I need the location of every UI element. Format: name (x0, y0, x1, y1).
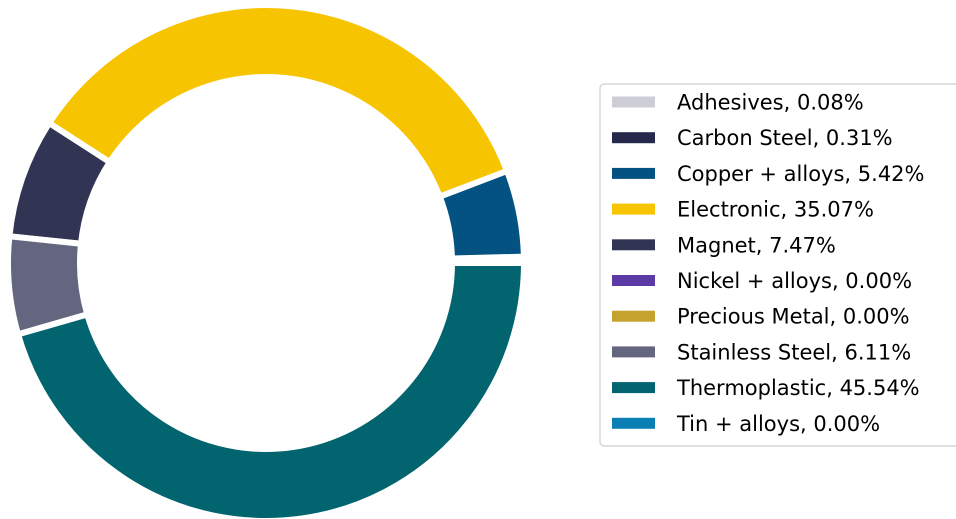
legend-item-thermoplastic: Thermoplastic, 45.54% (612, 376, 920, 400)
legend-label-nickel-alloys: Nickel + alloys, 0.00% (677, 269, 912, 293)
legend-swatch-tin-alloys (612, 417, 655, 429)
legend-item-carbon-steel: Carbon Steel, 0.31% (612, 126, 893, 150)
legend-swatch-magnet (612, 239, 655, 251)
legend-items: Adhesives, 0.08% Carbon Steel, 0.31% Coppe… (612, 91, 925, 436)
legend-item-magnet: Magnet, 7.47% (612, 233, 836, 257)
legend-swatch-nickel-alloys (612, 275, 655, 286)
legend-label-adhesives: Adhesives, 0.08% (677, 91, 864, 115)
legend-frame (599, 83, 956, 447)
legend-swatch-adhesives (612, 96, 655, 108)
legend-label-precious-metal: Precious Metal, 0.00% (677, 305, 910, 329)
legend-item-nickel-alloys: Nickel + alloys, 0.00% (612, 269, 912, 293)
legend-label-thermoplastic: Thermoplastic, 45.54% (676, 376, 920, 400)
legend-swatch-electronic (612, 203, 655, 215)
legend-label-tin-alloys: Tin + alloys, 0.00% (676, 412, 880, 436)
legend-item-electronic: Electronic, 35.07% (612, 198, 874, 222)
legend-item-copper-alloys: Copper + alloys, 5.42% (612, 162, 925, 186)
legend-swatch-precious-metal (612, 310, 655, 322)
legend-label-stainless-steel: Stainless Steel, 6.11% (677, 340, 911, 364)
legend-swatch-carbon-steel (612, 132, 655, 144)
legend-label-copper-alloys: Copper + alloys, 5.42% (677, 162, 925, 186)
slice-electronic (45, 2, 511, 201)
legend-item-tin-alloys: Tin + alloys, 0.00% (612, 412, 880, 436)
legend-item-precious-metal: Precious Metal, 0.00% (612, 305, 910, 329)
legend-swatch-stainless-steel (612, 346, 655, 358)
legend-swatch-copper-alloys (612, 167, 655, 179)
legend-item-adhesives: Adhesives, 0.08% (612, 91, 864, 115)
legend: Adhesives, 0.08% Carbon Steel, 0.31% Coppe… (599, 83, 956, 447)
donut-slices (5, 2, 528, 519)
legend-label-electronic: Electronic, 35.07% (677, 198, 874, 222)
legend-swatch-thermoplastic (612, 382, 655, 394)
slice-thermoplastic (14, 260, 528, 519)
legend-item-stainless-steel: Stainless Steel, 6.11% (612, 340, 911, 364)
legend-label-magnet: Magnet, 7.47% (677, 233, 836, 257)
legend-label-carbon-steel: Carbon Steel, 0.31% (677, 126, 893, 150)
